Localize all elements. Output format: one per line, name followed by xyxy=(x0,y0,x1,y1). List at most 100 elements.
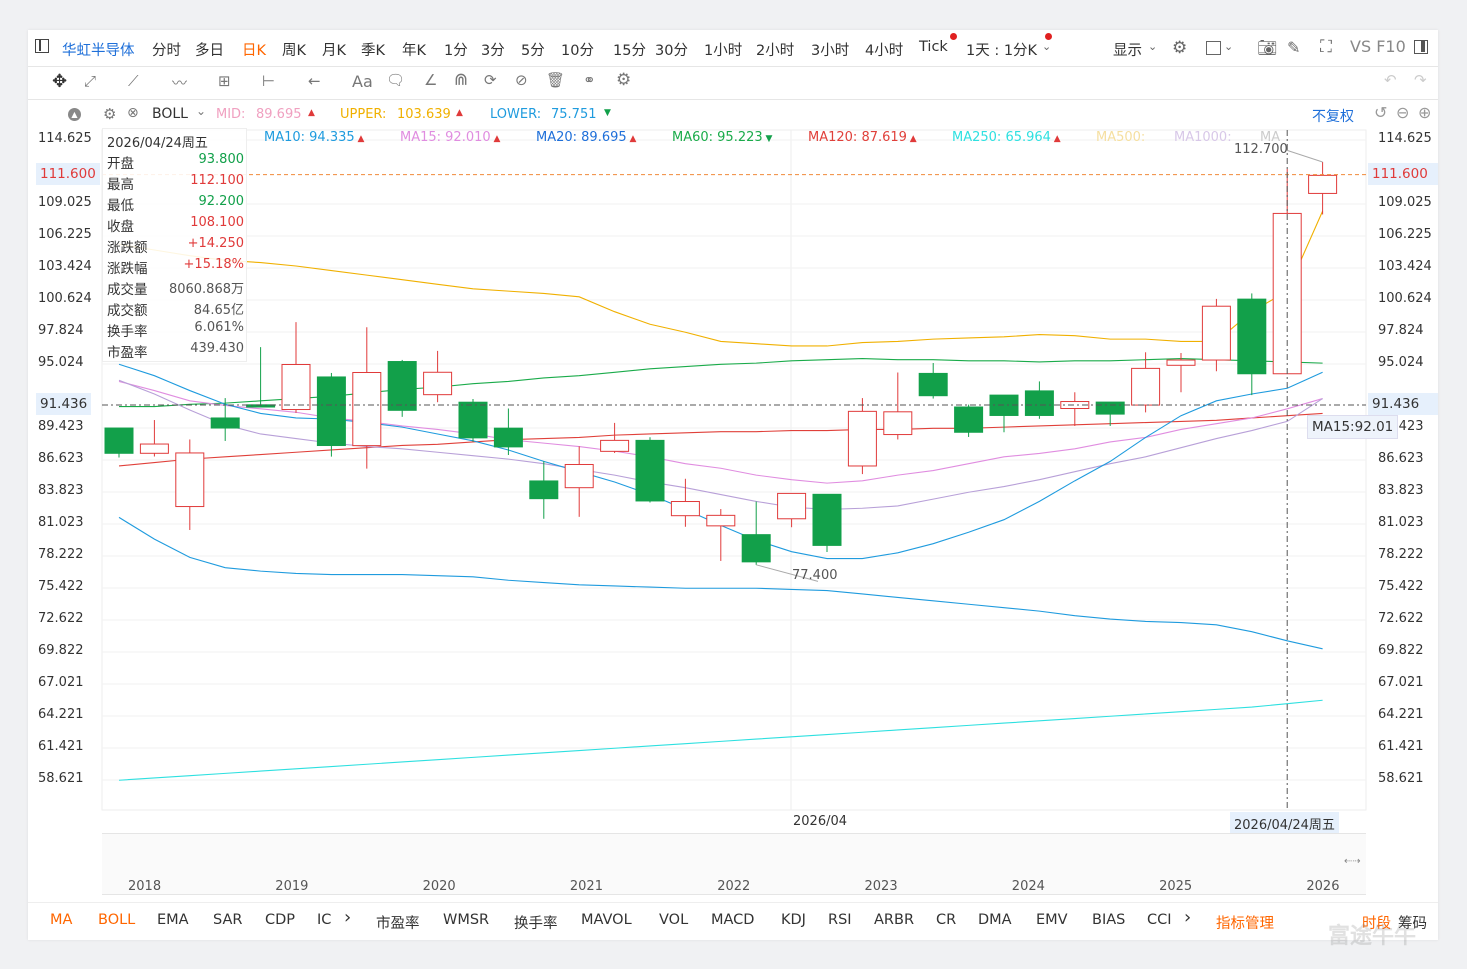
indicator-manage-button[interactable]: 指标管理 xyxy=(1216,916,1274,932)
indicator-tab-12[interactable]: KDJ xyxy=(781,912,806,928)
candle-body[interactable] xyxy=(706,514,736,527)
settings-icon[interactable]: ⚙ xyxy=(1172,38,1188,58)
scroll-right-icon-2[interactable]: › xyxy=(1184,907,1192,928)
magnet-icon[interactable]: ⋒ xyxy=(454,70,469,90)
pen-icon[interactable]: ✎ xyxy=(1287,38,1301,57)
candle-body[interactable] xyxy=(564,463,594,489)
indicator-tab-8[interactable]: 换手率 xyxy=(514,916,558,932)
period-tab-3[interactable]: 周K xyxy=(282,43,307,59)
stock-name[interactable]: 华虹半导体 xyxy=(62,43,135,59)
candle-body[interactable] xyxy=(352,371,382,447)
candle-body[interactable] xyxy=(741,534,771,563)
display-dropdown-icon[interactable]: ⌄ xyxy=(1148,40,1158,53)
brush-tool-icon[interactable]: ∠ xyxy=(424,71,438,89)
line-tool-icon[interactable]: ⤢ xyxy=(84,72,97,90)
indicator-tab-3[interactable]: SAR xyxy=(213,912,243,928)
period-tab-4[interactable]: 月K xyxy=(322,43,347,59)
link-icon[interactable]: ⚭ xyxy=(583,71,596,89)
period-tab-18[interactable]: 1天 : 1分K xyxy=(966,43,1038,59)
candle-body[interactable] xyxy=(777,492,807,520)
fuquan-button[interactable]: 不复权 xyxy=(1312,109,1354,125)
indicator-tab-9[interactable]: MAVOL xyxy=(581,912,632,928)
period-tab-2[interactable]: 日K xyxy=(242,43,267,59)
period-tab-10[interactable]: 10分 xyxy=(561,43,594,59)
candle-body[interactable] xyxy=(493,427,523,448)
undo-icon[interactable]: ↶ xyxy=(1384,71,1397,89)
candle-body[interactable] xyxy=(1166,359,1196,366)
indicator-tab-14[interactable]: ARBR xyxy=(874,912,915,928)
candle-body[interactable] xyxy=(1060,401,1090,409)
indicator-close-icon[interactable]: ⊗ xyxy=(127,105,139,121)
candle-body[interactable] xyxy=(1024,390,1054,416)
layout-dropdown-icon[interactable]: ⌄ xyxy=(1224,40,1234,53)
comment-tool-icon[interactable]: 🗨︎ xyxy=(386,71,406,89)
period-tab-16[interactable]: 4小时 xyxy=(865,43,904,59)
collapse-icon[interactable]: ▲ xyxy=(68,108,81,121)
indicator-tab-0[interactable]: MA xyxy=(50,912,73,928)
candle-body[interactable] xyxy=(316,376,346,447)
zoom-out-icon[interactable]: ⊖ xyxy=(1396,103,1410,122)
period-tab-15[interactable]: 3小时 xyxy=(811,43,850,59)
arrow-tool-icon[interactable]: ← xyxy=(308,72,321,90)
indicator-tab-5[interactable]: IC xyxy=(317,912,332,928)
candle-body[interactable] xyxy=(104,427,134,454)
text-tool-icon[interactable]: Aa xyxy=(352,72,373,91)
fib-tool-icon[interactable]: ⊞ xyxy=(218,72,231,90)
candle-body[interactable] xyxy=(954,406,984,433)
period-tab-17[interactable]: Tick xyxy=(919,39,948,55)
indicator-tab-2[interactable]: EMA xyxy=(157,912,189,928)
period-tab-0[interactable]: 分时 xyxy=(152,43,181,59)
measure-tool-icon[interactable]: ⊢ xyxy=(262,72,276,90)
wave-tool-icon[interactable]: 〰 xyxy=(172,74,188,92)
polyline-tool-icon[interactable]: ⟋ xyxy=(128,72,139,90)
chips-button[interactable]: 筹码 xyxy=(1398,916,1427,932)
indicator-tab-16[interactable]: DMA xyxy=(978,912,1012,928)
indicator-tab-13[interactable]: RSI xyxy=(828,912,852,928)
period-tab-12[interactable]: 30分 xyxy=(655,43,688,59)
candle-body[interactable] xyxy=(812,493,842,546)
period-tab-1[interactable]: 多日 xyxy=(195,43,224,59)
candle-body[interactable] xyxy=(670,501,700,517)
period-tab-6[interactable]: 年K xyxy=(402,43,427,59)
candle-body[interactable] xyxy=(281,363,311,411)
redo-icon[interactable]: ↷ xyxy=(1414,71,1427,89)
move-icon[interactable]: ✥ xyxy=(52,71,68,92)
indicator-tab-1[interactable]: BOLL xyxy=(98,912,136,928)
candle-body[interactable] xyxy=(1095,401,1125,415)
indicator-settings-icon[interactable]: ⚙ xyxy=(103,105,117,123)
period-tab-7[interactable]: 1分 xyxy=(444,43,468,59)
candle-body[interactable] xyxy=(1237,298,1267,375)
overview-handle-icon[interactable]: ⇠⇢ xyxy=(1344,856,1361,867)
display-menu[interactable]: 显示 xyxy=(1113,43,1142,59)
candle-body[interactable] xyxy=(423,371,453,396)
overview-strip[interactable] xyxy=(102,833,1366,895)
candle-body[interactable] xyxy=(847,410,877,467)
lock-drawing-icon[interactable]: ⟳ xyxy=(484,71,497,89)
delete-drawing-icon[interactable]: 🗑︎ xyxy=(546,71,566,89)
sidebar-toggle-icon[interactable] xyxy=(1414,40,1428,54)
period-tab-9[interactable]: 5分 xyxy=(521,43,545,59)
candle-body[interactable] xyxy=(458,401,488,439)
candle-body[interactable] xyxy=(600,439,630,452)
period-tab-8[interactable]: 3分 xyxy=(481,43,505,59)
candle-body[interactable] xyxy=(883,411,913,436)
candle-body[interactable] xyxy=(210,417,240,429)
indicator-name[interactable]: BOLL xyxy=(152,106,188,122)
interval-dropdown-icon[interactable]: ⌄ xyxy=(1042,40,1052,53)
indicator-tab-15[interactable]: CR xyxy=(936,912,957,928)
candle-body[interactable] xyxy=(529,480,559,500)
indicator-tab-4[interactable]: CDP xyxy=(265,912,296,928)
candle-body[interactable] xyxy=(175,452,205,508)
candle-body[interactable] xyxy=(139,443,169,454)
reset-icon[interactable]: ↺ xyxy=(1374,103,1388,122)
indicator-tab-18[interactable]: BIAS xyxy=(1092,912,1126,928)
candle-body[interactable] xyxy=(635,439,665,502)
indicator-tab-6[interactable]: 市盈率 xyxy=(376,916,420,932)
candle-body[interactable] xyxy=(918,372,948,397)
period-tab-13[interactable]: 1小时 xyxy=(704,43,743,59)
period-tab-5[interactable]: 季K xyxy=(361,43,386,59)
scroll-right-icon[interactable]: › xyxy=(344,907,352,928)
zoom-in-icon[interactable]: ⊕ xyxy=(1418,103,1432,122)
camera-icon[interactable]: 📷︎ xyxy=(1257,38,1278,57)
indicator-dropdown-icon[interactable]: ⌄ xyxy=(196,104,207,118)
